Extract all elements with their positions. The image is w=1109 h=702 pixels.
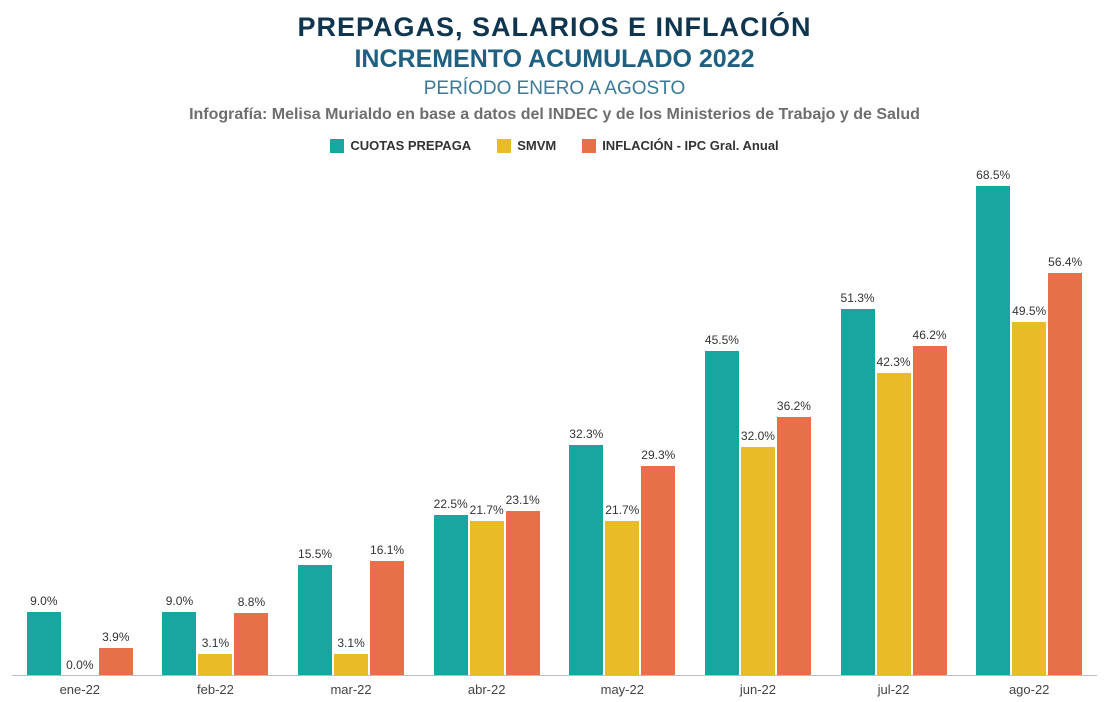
bar-value-label: 32.3% (569, 427, 603, 441)
bar-value-label: 21.7% (470, 503, 504, 517)
bar-group: 32.3%21.7%29.3% (555, 161, 691, 676)
bar-value-label: 8.8% (238, 595, 265, 609)
legend-item: SMVM (497, 138, 556, 153)
bar: 3.1% (334, 654, 368, 676)
bar-group: 15.5%3.1%16.1% (283, 161, 419, 676)
titles-block: PREPAGAS, SALARIOS E INFLACIÓN INCREMENT… (12, 10, 1097, 124)
legend-label: CUOTAS PREPAGA (350, 138, 471, 153)
bar: 49.5% (1012, 322, 1046, 676)
bar: 51.3% (841, 309, 875, 676)
bar-value-label: 9.0% (30, 594, 57, 608)
x-labels-row: ene-22feb-22mar-22abr-22may-22jun-22jul-… (12, 676, 1097, 702)
bar-group: 45.5%32.0%36.2% (690, 161, 826, 676)
bar: 16.1% (370, 561, 404, 676)
bar-value-label: 0.0% (66, 658, 93, 672)
bar-value-label: 9.0% (166, 594, 193, 608)
bar: 23.1% (506, 511, 540, 676)
plot: 9.0%0.0%3.9%9.0%3.1%8.8%15.5%3.1%16.1%22… (12, 161, 1097, 702)
bar: 36.2% (777, 417, 811, 676)
bar-value-label: 29.3% (641, 448, 675, 462)
plot-area: 9.0%0.0%3.9%9.0%3.1%8.8%15.5%3.1%16.1%22… (12, 161, 1097, 676)
legend-label: SMVM (517, 138, 556, 153)
chart-container: PREPAGAS, SALARIOS E INFLACIÓN INCREMENT… (0, 0, 1109, 702)
legend-item: CUOTAS PREPAGA (330, 138, 471, 153)
title-sub: INCREMENTO ACUMULADO 2022 (12, 45, 1097, 74)
bar-value-label: 3.1% (202, 636, 229, 650)
bar-group: 68.5%49.5%56.4% (961, 161, 1097, 676)
bar: 3.9% (99, 648, 133, 676)
bar-value-label: 23.1% (506, 493, 540, 507)
bar: 8.8% (234, 613, 268, 676)
bar: 42.3% (877, 373, 911, 676)
bar-group: 22.5%21.7%23.1% (419, 161, 555, 676)
bar-value-label: 32.0% (741, 429, 775, 443)
bar: 45.5% (705, 351, 739, 676)
bar: 15.5% (298, 565, 332, 676)
bar-group: 9.0%3.1%8.8% (148, 161, 284, 676)
legend-swatch (582, 139, 596, 153)
bar-value-label: 51.3% (841, 291, 875, 305)
title-main: PREPAGAS, SALARIOS E INFLACIÓN (12, 12, 1097, 43)
bar: 22.5% (434, 515, 468, 676)
bar: 29.3% (641, 466, 675, 676)
bar: 9.0% (27, 612, 61, 676)
x-label: may-22 (555, 676, 691, 702)
bar-value-label: 3.1% (337, 636, 364, 650)
x-label: ago-22 (961, 676, 1097, 702)
bar: 46.2% (913, 346, 947, 676)
bar-value-label: 15.5% (298, 547, 332, 561)
legend-swatch (497, 139, 511, 153)
legend-item: INFLACIÓN - IPC Gral. Anual (582, 138, 778, 153)
bar-value-label: 46.2% (913, 328, 947, 342)
x-label: mar-22 (283, 676, 419, 702)
legend-swatch (330, 139, 344, 153)
bar-value-label: 3.9% (102, 630, 129, 644)
bar-value-label: 16.1% (370, 543, 404, 557)
x-label: ene-22 (12, 676, 148, 702)
bar: 32.3% (569, 445, 603, 676)
bar: 21.7% (605, 521, 639, 676)
bar-value-label: 49.5% (1012, 304, 1046, 318)
bar-value-label: 21.7% (605, 503, 639, 517)
legend-label: INFLACIÓN - IPC Gral. Anual (602, 138, 778, 153)
bar: 32.0% (741, 447, 775, 676)
x-label: jul-22 (826, 676, 962, 702)
bar-value-label: 22.5% (434, 497, 468, 511)
x-label: abr-22 (419, 676, 555, 702)
bar-value-label: 45.5% (705, 333, 739, 347)
bar-group: 51.3%42.3%46.2% (826, 161, 962, 676)
bar-group: 9.0% 0.0% 3.9% (12, 161, 148, 676)
bar: 3.1% (198, 654, 232, 676)
bar-value-label: 42.3% (877, 355, 911, 369)
x-label: jun-22 (690, 676, 826, 702)
bar: 21.7% (470, 521, 504, 676)
x-label: feb-22 (148, 676, 284, 702)
credits: Infografía: Melisa Murialdo en base a da… (12, 106, 1097, 124)
bar-value-label: 56.4% (1048, 255, 1082, 269)
title-period: PERÍODO ENERO A AGOSTO (12, 78, 1097, 100)
bar-groups: 9.0%0.0%3.9%9.0%3.1%8.8%15.5%3.1%16.1%22… (12, 161, 1097, 676)
bar: 56.4% (1048, 273, 1082, 676)
bar: 68.5% (976, 186, 1010, 676)
bar-value-label: 36.2% (777, 399, 811, 413)
bar-value-label: 68.5% (976, 168, 1010, 182)
bar: 9.0% (162, 612, 196, 676)
legend: CUOTAS PREPAGA SMVM INFLACIÓN - IPC Gral… (12, 138, 1097, 153)
